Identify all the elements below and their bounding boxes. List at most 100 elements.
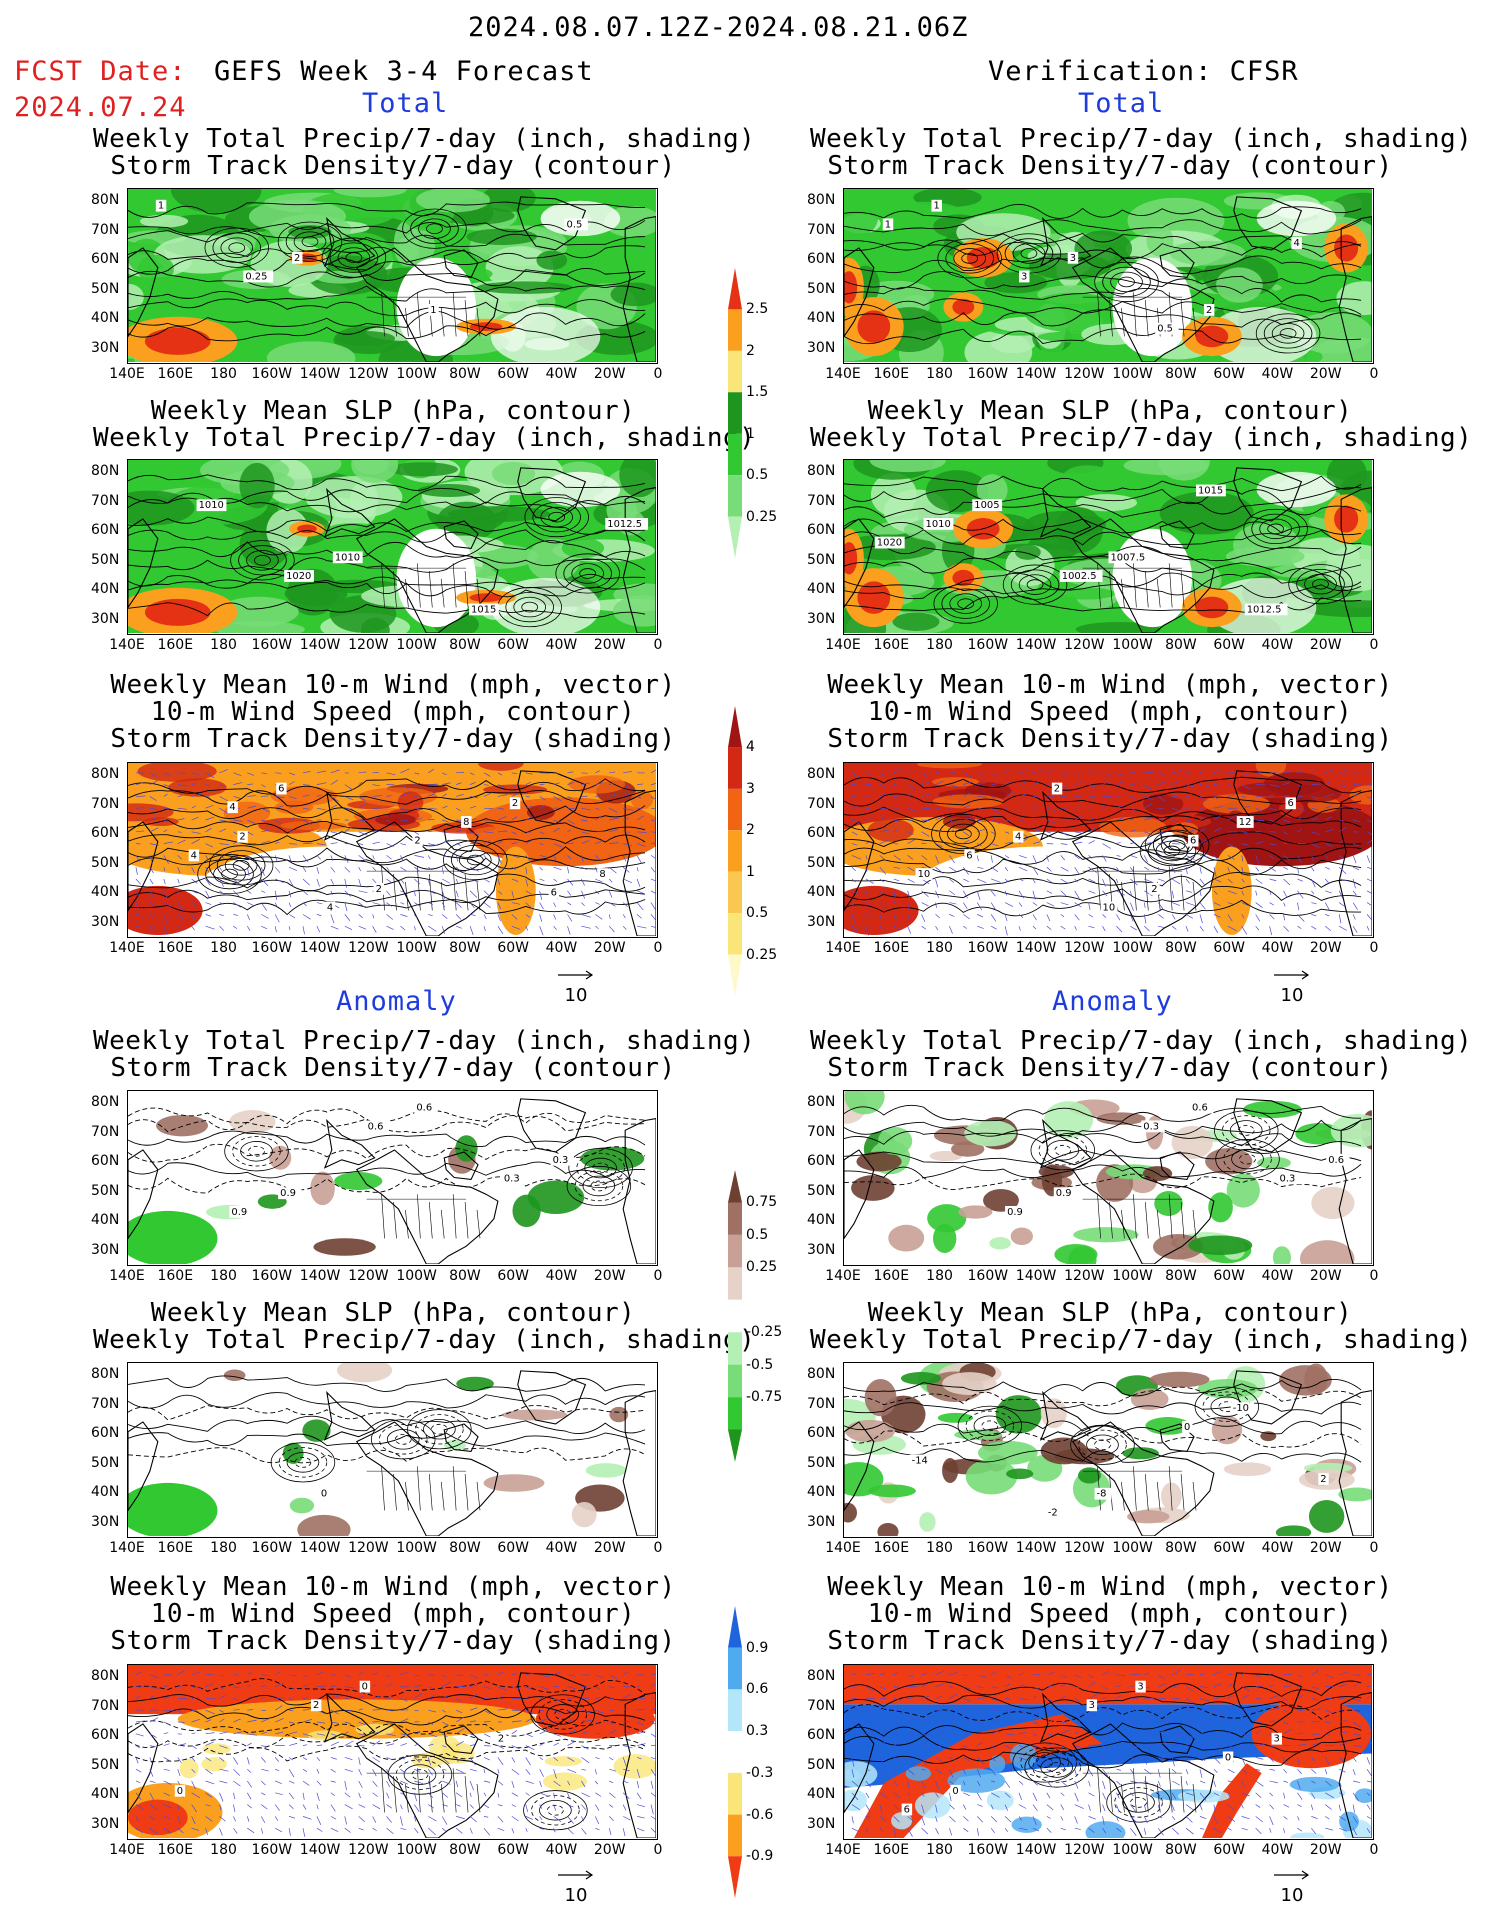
contour-label: 1012.5: [1247, 604, 1282, 615]
lon-label: 160W: [967, 1268, 1009, 1284]
lon-label: 80W: [1165, 366, 1197, 382]
contour-label: 0.6: [416, 1103, 432, 1114]
lon-label: 180: [926, 1268, 953, 1284]
lon-label: 180: [926, 366, 953, 382]
lon-label: 0: [1369, 637, 1379, 653]
contour-label: 0: [1225, 1752, 1231, 1763]
lon-label: 80W: [449, 1540, 481, 1556]
lat-label: 40N: [807, 1484, 836, 1500]
map-panel-l5: 0: [127, 1362, 658, 1538]
contour-label: 0.6: [1328, 1155, 1344, 1166]
lon-label: 60W: [497, 637, 530, 653]
lon-label: 140E: [825, 1268, 861, 1284]
map-panel-r6: 3 3 0 3 0 6: [843, 1664, 1374, 1840]
lat-label: 80N: [91, 1366, 120, 1382]
lat-label: 70N: [807, 492, 836, 509]
lat-label: 60N: [807, 1153, 836, 1169]
contour-label: 1015: [471, 604, 496, 615]
map-panel-r5: -8 -10 -14 -2 0 2: [843, 1362, 1374, 1538]
lon-label: 0: [1369, 1268, 1379, 1284]
title-r6: Weekly Mean 10-m Wind (mph, vector) 10-m …: [827, 1572, 1393, 1656]
colorbar-label: -0.5: [746, 1356, 774, 1373]
contour-label: 2: [1206, 305, 1212, 316]
contour-label: 0: [362, 1682, 368, 1693]
lon-label: 100W: [1112, 940, 1153, 956]
lon-label: 180: [210, 1268, 237, 1284]
contour-label: 1020: [286, 571, 311, 582]
lon-label: 160E: [873, 1540, 910, 1556]
lon-label: 140W: [1015, 637, 1057, 653]
lon-label: 40W: [545, 637, 578, 653]
contour-label: 4: [1015, 832, 1021, 843]
vector-ref-l6: 10: [556, 1864, 596, 1906]
lat-label: 60N: [91, 251, 120, 267]
lat-label: 80N: [807, 1094, 836, 1110]
colorbar-label: 0.6: [746, 1681, 769, 1698]
lon-label: 60W: [1213, 366, 1246, 382]
lat-label: 50N: [91, 1756, 120, 1773]
lon-label: 40W: [545, 940, 578, 956]
title-l3: Weekly Mean 10-m Wind (mph, vector) 10-m …: [110, 670, 676, 754]
lon-label: 160W: [967, 1842, 1009, 1858]
lat-label: 60N: [807, 1727, 836, 1743]
lat-label: 30N: [807, 610, 836, 627]
lat-label: 50N: [91, 1454, 120, 1471]
lat-label: 70N: [91, 1123, 120, 1140]
lon-label: 80W: [449, 1842, 481, 1858]
lon-label: 120W: [1064, 1540, 1105, 1556]
lon-label: 160W: [251, 1540, 293, 1556]
lon-label: 40W: [545, 366, 578, 382]
lon-label: 120W: [1064, 366, 1105, 382]
lat-label: 70N: [91, 492, 120, 509]
lon-label: 160W: [251, 637, 293, 653]
contour-label: 0.25: [245, 271, 267, 282]
lon-label: 140W: [1015, 940, 1057, 956]
contour-label: 0.6: [368, 1121, 384, 1132]
contour-label: 2: [294, 253, 300, 264]
title-l2: Weekly Mean SLP (hPa, contour) Weekly Tot…: [93, 396, 756, 453]
lon-label: 20W: [593, 637, 626, 653]
colorbar-label: -0.25: [746, 1324, 783, 1341]
colorbar-label: -0.6: [746, 1806, 774, 1823]
lon-label: 100W: [1112, 1842, 1153, 1858]
lon-label: 180: [926, 1842, 953, 1858]
contour-label: 4: [229, 802, 235, 813]
lon-label: 140W: [1015, 1540, 1057, 1556]
contour-label: 0.9: [280, 1188, 296, 1199]
lon-label: 20W: [1309, 1540, 1342, 1556]
model-title: GEFS Week 3-4 Forecast: [214, 56, 594, 87]
section-total-right: Total: [1078, 88, 1165, 119]
lat-label: 70N: [807, 221, 836, 238]
lon-label: 20W: [1309, 366, 1342, 382]
contour-label: 6: [904, 1804, 910, 1815]
colorbar-label: -0.3: [746, 1764, 774, 1781]
lat-label: 40N: [91, 884, 120, 900]
lat-label: 50N: [807, 280, 836, 297]
vector-ref-arrow-icon: [1274, 970, 1310, 980]
contour-label: 2: [1151, 884, 1157, 895]
lat-label: 70N: [91, 795, 120, 812]
lon-label: 80W: [449, 1268, 481, 1284]
lon-label: 120W: [1064, 940, 1105, 956]
lon-label: 140E: [109, 1842, 145, 1858]
lat-label: 30N: [91, 339, 120, 356]
lon-label: 80W: [1165, 940, 1197, 956]
lon-label: 80W: [1165, 1268, 1197, 1284]
lat-label: 30N: [91, 913, 120, 930]
lon-label: 80W: [1165, 637, 1197, 653]
title-l5: Weekly Mean SLP (hPa, contour) Weekly Tot…: [93, 1298, 756, 1355]
contour-label: 2: [414, 836, 420, 847]
lon-label: 140E: [109, 1268, 145, 1284]
section-anomaly-right: Anomaly: [1052, 986, 1173, 1017]
lon-label: 180: [210, 637, 237, 653]
lon-label: 140W: [299, 637, 341, 653]
lon-label: 100W: [1112, 1268, 1153, 1284]
colorbar-label: 2: [746, 342, 755, 359]
lon-label: 0: [653, 1540, 663, 1556]
lat-label: 60N: [91, 1425, 120, 1441]
title-l6: Weekly Mean 10-m Wind (mph, vector) 10-m …: [110, 1572, 676, 1656]
lat-label: 40N: [807, 1786, 836, 1802]
lon-label: 120W: [348, 1842, 389, 1858]
contour-label: 0.9: [231, 1207, 247, 1218]
map-panel-l6: 0 2 0 2: [127, 1664, 658, 1840]
